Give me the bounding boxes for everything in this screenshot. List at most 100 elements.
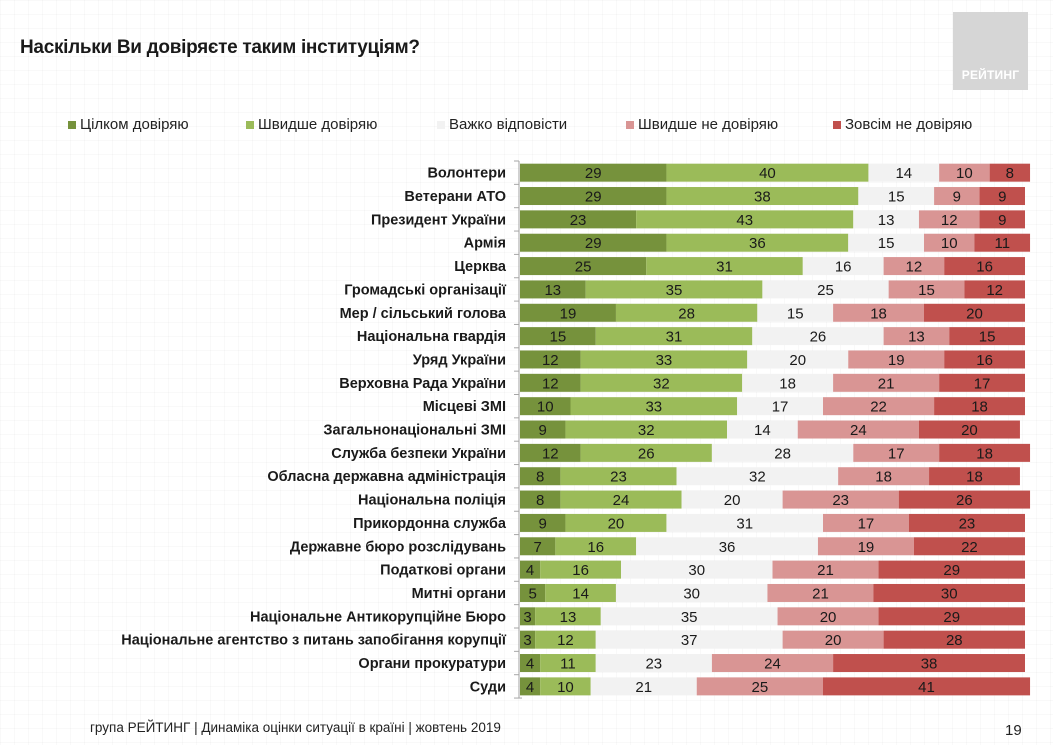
data-label: 18 (971, 399, 988, 416)
bar-segment (520, 513, 566, 532)
bar-segment (974, 233, 1031, 252)
bar-segment (833, 654, 1025, 673)
data-label: 31 (716, 259, 733, 276)
data-label: 29 (585, 189, 602, 206)
data-label: 4 (526, 656, 534, 673)
legend-swatch (626, 120, 634, 129)
bar-segment (918, 420, 1020, 439)
bar-segment (520, 303, 616, 322)
data-label: 23 (570, 212, 587, 229)
data-label: 18 (779, 375, 796, 392)
data-label: 20 (820, 609, 837, 626)
data-label: 21 (812, 585, 829, 602)
data-label: 24 (850, 422, 867, 439)
category-label: Національне Антикорупційне Бюро (250, 609, 506, 625)
bar-segment (853, 210, 919, 229)
bar-segment (873, 583, 1025, 602)
bar-segment (823, 513, 909, 532)
legend-swatch (246, 120, 254, 129)
data-label: 28 (774, 445, 791, 462)
data-label: 19 (858, 539, 875, 556)
data-label: 36 (719, 539, 736, 556)
bar-segment (944, 257, 1025, 276)
chart-legend: Цілком довіряю Швидше довіряю Важко відпов… (0, 116, 1053, 136)
bar-segment (636, 210, 854, 229)
bar-segment (520, 537, 556, 556)
data-label: 14 (572, 585, 589, 602)
category-label: Обласна державна адміністрація (267, 469, 506, 485)
bar-segment (520, 677, 541, 696)
bar-segment (621, 560, 773, 579)
data-label: 16 (835, 259, 852, 276)
bar-segment (711, 654, 834, 673)
bar-segment (540, 677, 591, 696)
data-label: 38 (754, 189, 771, 206)
data-label: 15 (878, 235, 895, 252)
bar-segment (924, 303, 1025, 322)
bar-segment (939, 443, 1031, 462)
bar-segment (757, 303, 834, 322)
bar-segment (646, 257, 803, 276)
category-label: Національна поліція (358, 493, 506, 509)
category-label: Громадські організації (344, 282, 507, 298)
category-label: Місцеві ЗМІ (423, 399, 506, 415)
data-label: 12 (941, 212, 958, 229)
bar-segment (929, 467, 1020, 486)
data-label: 31 (666, 329, 683, 346)
bar-segment (737, 397, 823, 416)
data-label: 20 (608, 515, 625, 532)
bar-segment (520, 187, 667, 206)
data-label: 12 (542, 352, 559, 369)
page-number: 19 (1005, 722, 1022, 739)
data-label: 9 (998, 189, 1006, 206)
data-label: 15 (979, 329, 996, 346)
data-label: 11 (560, 656, 576, 673)
data-label: 10 (537, 399, 554, 416)
data-label: 41 (918, 679, 935, 696)
data-label: 33 (645, 399, 662, 416)
data-label: 17 (888, 445, 905, 462)
data-label: 31 (736, 515, 753, 532)
data-label: 5 (528, 585, 536, 602)
bar-segment (595, 327, 753, 346)
bar-segment (535, 607, 601, 626)
data-label: 19 (560, 305, 577, 322)
category-label: Церква (454, 259, 507, 275)
bar-segment (833, 373, 940, 392)
bar-segment (939, 163, 990, 182)
data-label: 24 (764, 656, 781, 673)
data-label: 9 (539, 422, 547, 439)
data-label: 15 (888, 189, 905, 206)
bar-segment (560, 467, 677, 486)
bar-segment (934, 397, 1025, 416)
data-label: 23 (645, 656, 662, 673)
bar-segment (964, 280, 1025, 299)
data-label: 3 (523, 632, 531, 649)
data-label: 29 (943, 562, 960, 579)
bar-segment (520, 163, 667, 182)
bar-segment (833, 303, 924, 322)
bar-segment (949, 327, 1025, 346)
data-label: 22 (870, 399, 887, 416)
data-label: 19 (888, 352, 905, 369)
bar-segment (944, 350, 1025, 369)
bar-segment (848, 233, 924, 252)
data-label: 20 (789, 352, 806, 369)
data-label: 13 (544, 282, 561, 299)
bar-segment (520, 630, 536, 649)
category-label: Верховна Рада України (339, 376, 506, 392)
bar-segment (772, 560, 879, 579)
bar-segment (666, 233, 849, 252)
bar-segment (565, 513, 667, 532)
bar-segment (520, 373, 581, 392)
bar-segment (797, 420, 919, 439)
data-label: 12 (542, 375, 559, 392)
bar-segment (878, 560, 1025, 579)
bar-segment (666, 187, 859, 206)
data-label: 20 (724, 492, 741, 509)
category-label: Загальнонаціональні ЗМІ (323, 423, 506, 439)
bar-segment (883, 630, 1025, 649)
bar-segment (853, 443, 940, 462)
data-label: 10 (941, 235, 958, 252)
bar-segment (535, 630, 596, 649)
